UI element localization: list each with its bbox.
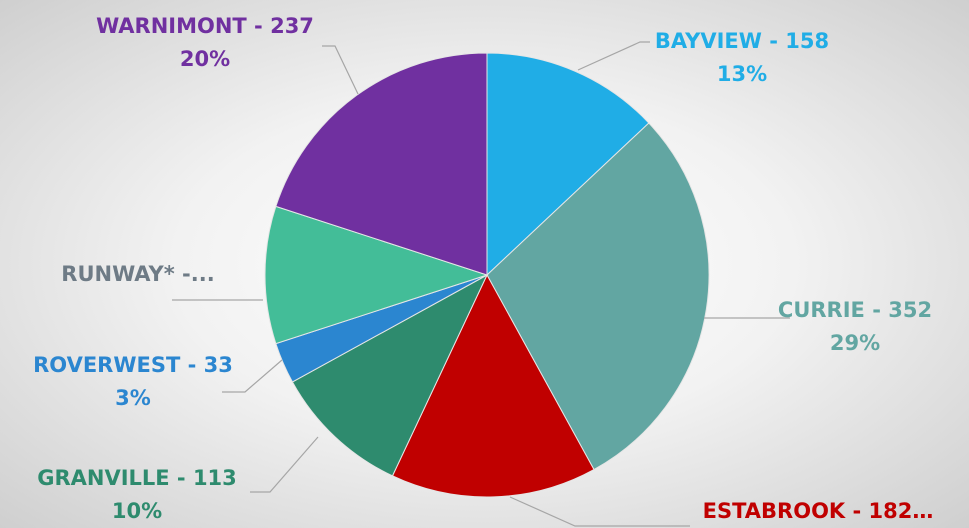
pie-slice bbox=[391, 273, 595, 498]
pie-slice bbox=[486, 122, 710, 471]
slice-label: GRANVILLE - 113 bbox=[37, 466, 237, 490]
slice-label: WARNIMONT - 237 bbox=[96, 14, 314, 38]
pie-slice bbox=[486, 52, 650, 277]
slice-label: RUNWAY* -... bbox=[61, 262, 214, 286]
slice-label: CURRIE - 352 bbox=[778, 298, 932, 322]
percent-label: 29% bbox=[830, 331, 880, 355]
leader-line bbox=[250, 436, 319, 493]
slice-label: ESTABROOK - 182… bbox=[703, 499, 934, 523]
leader-line bbox=[222, 359, 283, 393]
percent-label: 10% bbox=[112, 499, 162, 523]
percent-label: 3% bbox=[115, 386, 151, 410]
pie-slice bbox=[275, 52, 488, 276]
leader-line bbox=[322, 45, 359, 95]
pie-slice bbox=[291, 273, 489, 477]
percent-label: 13% bbox=[717, 62, 767, 86]
slice-label: BAYVIEW - 158 bbox=[655, 29, 829, 53]
pie-slice bbox=[264, 205, 489, 345]
slice-label: ROVERWEST - 33 bbox=[33, 353, 233, 377]
leader-line bbox=[509, 496, 690, 527]
leader-line bbox=[577, 41, 650, 71]
percent-label: 20% bbox=[180, 47, 230, 71]
